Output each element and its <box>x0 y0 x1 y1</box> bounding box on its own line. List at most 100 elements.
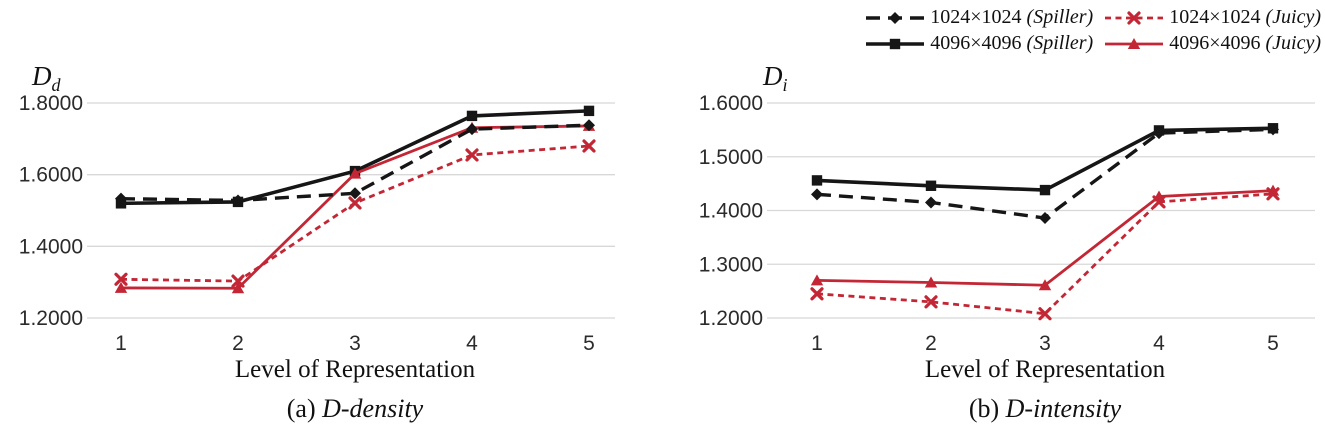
series-juicy1024-marker <box>465 148 479 162</box>
y-tick-label: 1.8000 <box>19 92 83 115</box>
legend-label-variant: (Juicy) <box>1265 32 1321 54</box>
series-juicy1024-marker <box>1152 195 1166 209</box>
y-tick-label: 1.6000 <box>699 92 763 115</box>
x-tick-label: 3 <box>1039 332 1051 355</box>
series-spiller1024-marker <box>1153 127 1165 140</box>
legend-label-variant: (Juicy) <box>1265 6 1321 28</box>
series-spiller1024 <box>115 119 595 207</box>
series-spiller1024-marker <box>925 196 937 209</box>
chart-d-intensity-plot: 1.2000 1.3000 1.4000 1.5000 1.6000 1 2 3 4 5 Di Lev… <box>699 61 1315 423</box>
legend-label: 4096×4096 (Juicy) <box>1169 32 1321 55</box>
series-juicy4096 <box>810 184 1280 291</box>
x-tick-label: 2 <box>925 332 937 355</box>
x-tick-label: 1 <box>115 332 127 355</box>
legend-item-spiller1024: 1024×1024 (Spiller) <box>866 6 1093 29</box>
legend-swatch-spiller1024 <box>866 11 925 24</box>
legend-label-size: 4096×4096 <box>1169 32 1261 54</box>
axis-label-base: D <box>762 61 783 91</box>
legend-label: 4096×4096 (Spiller) <box>930 32 1093 55</box>
legend-label-size: 1024×1024 <box>1169 6 1261 28</box>
legend-label-size: 1024×1024 <box>930 6 1022 28</box>
y-tick-label: 1.2000 <box>699 307 763 330</box>
legend-marker-square <box>890 38 901 49</box>
chart-caption: (a) D-density <box>287 394 424 423</box>
series-juicy1024-marker <box>1266 187 1280 201</box>
series-juicy1024-marker <box>231 274 245 288</box>
y-tick-label: 1.5000 <box>699 146 763 169</box>
axis-label-base: D <box>31 61 52 91</box>
series-juicy1024-marker <box>1038 307 1052 321</box>
series-spiller4096 <box>811 123 1279 196</box>
series-spiller1024-marker <box>1267 123 1279 136</box>
series-spiller1024 <box>811 123 1279 225</box>
series-spiller1024-marker <box>349 187 361 200</box>
legend-marker-triangle <box>1128 37 1141 49</box>
legend-item-juicy1024: 1024×1024 (Juicy) <box>1105 6 1321 29</box>
legend-label: 1024×1024 (Juicy) <box>1169 6 1321 29</box>
x-tick-label: 2 <box>232 332 244 355</box>
axis-label-subscript: d <box>52 75 62 95</box>
series-spiller1024-marker <box>115 192 127 205</box>
x-tick-label: 4 <box>466 332 478 355</box>
series-spiller1024-marker <box>811 188 823 201</box>
axis-label-subscript: i <box>783 75 788 95</box>
y-axis-unit-label: Di <box>762 61 788 95</box>
legend-swatch-juicy1024 <box>1105 10 1164 25</box>
series-juicy1024 <box>114 139 596 288</box>
legend-item-spiller4096: 4096×4096 (Spiller) <box>866 32 1093 55</box>
y-tick-label: 1.4000 <box>699 200 763 223</box>
y-tick-label: 1.4000 <box>19 235 83 258</box>
series-spiller1024-line <box>120 123 590 203</box>
y-tick-label: 1.6000 <box>19 164 83 187</box>
series-juicy1024-marker <box>348 196 362 210</box>
series-spiller1024-line <box>816 127 1274 220</box>
series-spiller4096-line <box>816 126 1274 192</box>
legend-label-variant: (Spiller) <box>1026 6 1094 28</box>
y-tick-label: 1.2000 <box>19 307 83 330</box>
x-axis-title: Level of Representation <box>925 356 1166 383</box>
series-juicy4096-marker <box>348 167 362 179</box>
series-juicy4096-line <box>816 189 1274 287</box>
x-tick-label: 1 <box>811 332 823 355</box>
series-spiller4096-marker <box>1039 184 1051 196</box>
series-spiller4096-marker <box>583 105 595 117</box>
series-juicy1024-marker <box>924 295 938 309</box>
x-tick-label: 3 <box>349 332 361 355</box>
legend-marker-diamond <box>889 11 902 24</box>
series-juicy1024-marker <box>810 287 824 301</box>
caption-prefix: (a) <box>287 394 322 423</box>
series-spiller4096-marker <box>925 180 937 191</box>
caption-prefix: (b) <box>969 394 1006 423</box>
series-spiller1024-marker <box>1039 212 1051 225</box>
series-juicy4096-marker <box>1038 279 1052 291</box>
series-spiller1024-marker <box>466 123 478 136</box>
chart-d-density: 1.2000 1.4000 1.6000 1.8000 1 2 3 4 5 Dd Level of … <box>10 0 660 440</box>
x-tick-label: 4 <box>1153 332 1165 355</box>
x-axis-title: Level of Representation <box>235 356 476 383</box>
caption-label: D-density <box>321 394 424 423</box>
legend-swatch-spiller4096 <box>866 38 925 49</box>
y-axis-unit-label: Dd <box>31 61 62 95</box>
legend-label-size: 4096×4096 <box>930 32 1022 54</box>
series-juicy4096-marker <box>924 276 938 288</box>
series-juicy1024-line <box>816 192 1274 316</box>
series-juicy4096-marker <box>114 281 128 293</box>
series-juicy4096-marker <box>231 282 245 294</box>
legend-swatch-juicy4096 <box>1105 37 1164 49</box>
series-spiller1024-marker <box>232 194 244 207</box>
series-juicy1024 <box>810 187 1280 321</box>
series-juicy4096-marker <box>810 274 824 286</box>
legend-item-juicy4096: 4096×4096 (Juicy) <box>1105 32 1321 55</box>
chart-caption: (b) D-intensity <box>969 394 1122 423</box>
y-tick-label: 1.3000 <box>699 253 763 276</box>
chart-d-density-plot: 1.2000 1.4000 1.6000 1.8000 1 2 3 4 5 Dd Level of … <box>19 61 615 423</box>
chart-d-intensity: 1.2000 1.3000 1.4000 1.5000 1.6000 1 2 3 4 5 Di Lev… <box>685 0 1325 440</box>
series-spiller1024-marker <box>583 119 595 132</box>
series-spiller4096-marker <box>466 110 478 122</box>
series-juicy4096 <box>114 119 596 294</box>
chart-legend: 1024×1024 (Spiller) 1024×1024 (Juicy) 4096×4… <box>866 6 1321 55</box>
series-spiller4096-marker <box>811 175 823 186</box>
caption-label: D-intensity <box>1005 394 1122 423</box>
series-juicy1024-marker <box>114 272 128 286</box>
